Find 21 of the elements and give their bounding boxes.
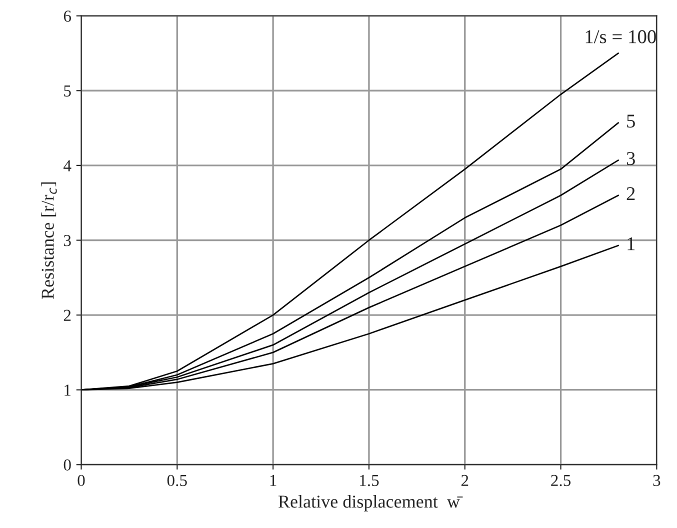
y-tick-label: 6: [64, 10, 72, 22]
y-tick-label: 0: [64, 459, 71, 471]
y-tick-label: 3: [64, 234, 71, 246]
x-tick-label: 2: [461, 474, 468, 486]
x-tick-label: 0: [78, 474, 85, 486]
y-tick-label: 1: [64, 384, 71, 396]
x-tick-label: 1: [270, 474, 276, 486]
x-tick-label: 3: [653, 474, 660, 486]
y-tick-label: 5: [64, 86, 71, 97]
series-label: 5: [627, 114, 635, 128]
x-tick-label: 2.5: [551, 474, 571, 486]
x-tick-label: 0.5: [167, 474, 187, 486]
y-axis-title: Resistance [r/r$_{c}$]: [41, 182, 57, 299]
series-label: 2: [626, 187, 635, 200]
series-label: 3: [626, 152, 635, 166]
series-label: 1: [628, 237, 635, 250]
x-axis-title: Relative displacement w̄: [278, 495, 463, 512]
y-tick-label: 2: [64, 310, 71, 321]
y-tick-label: 4: [64, 160, 72, 172]
x-tick-label: 1.5: [360, 474, 379, 486]
series-label: 1/s = 100: [586, 30, 656, 44]
